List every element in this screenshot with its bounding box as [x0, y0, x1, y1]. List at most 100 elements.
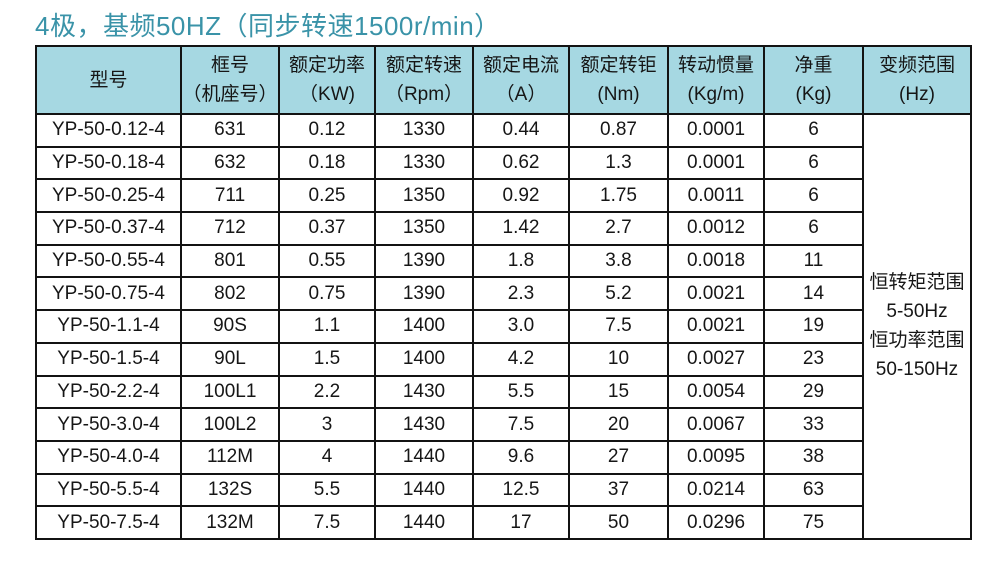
header-label: 转动惯量	[677, 55, 754, 76]
header-label: 额定转钜	[580, 55, 657, 76]
motor-spec-table: 型号 框号 （机座号） 额定功率 （KW) 额定转速 （Rpm） 额定电流	[35, 45, 972, 540]
page-title: 4极，基频50HZ（同步转速1500r/min）	[35, 11, 501, 41]
table-cell: YP-50-0.75-4	[35, 276, 182, 312]
table-cell: 1330	[374, 145, 474, 181]
table-row: YP-50-0.25-4 711 0.25 1350 0.92 1.75 0.0011 6	[35, 178, 971, 214]
table-cell: 1400	[374, 309, 474, 344]
table-cell: 3	[278, 407, 376, 442]
table-row: YP-50-0.12-4 631 0.12 1330 0.44 0.87 0.0001 6 恒转…	[35, 113, 972, 540]
table-cell: 63	[763, 472, 864, 508]
table-row: YP-50-7.5-4 132M 7.5 1440 17 50 0.0296 75	[35, 505, 971, 540]
table-cell: 4.2	[472, 341, 570, 377]
table-cell: YP-50-0.18-4	[35, 145, 182, 181]
table-row: YP-50-4.0-4 112M 4 1440 9.6 27 0.0095 38	[35, 439, 971, 475]
table-cell: 1.42	[472, 211, 570, 246]
table-cell: 132M	[180, 505, 280, 540]
header-unit: （KW)	[299, 84, 355, 105]
table-cell: YP-50-0.12-4	[35, 113, 182, 148]
table-cell: 23	[763, 341, 864, 377]
table-cell: 75	[763, 505, 864, 540]
table-cell: 5.5	[278, 472, 376, 508]
table-row: YP-50-0.55-4 801 0.55 1390 1.8 3.8 0.0018 11	[35, 243, 971, 279]
table-cell: 33	[763, 407, 864, 442]
table-cell: 0.0296	[667, 505, 765, 540]
table-cell: 1350	[374, 178, 474, 214]
table-row: YP-50-0.18-4 632 0.18 1330 0.62 1.3 0.0001 6	[35, 145, 971, 181]
table-cell: 0.0095	[667, 439, 765, 475]
table-cell: 15	[568, 374, 669, 410]
table-cell: 90L	[180, 341, 280, 377]
frequency-range-line: 5-50Hz	[886, 301, 948, 323]
table-cell: 0.75	[278, 276, 376, 312]
header-unit: （机座号）	[182, 84, 278, 105]
table-cell: YP-50-0.25-4	[35, 178, 182, 214]
table-cell: 9.6	[472, 439, 570, 475]
table-row: YP-50-5.5-4 132S 5.5 1440 12.5 37 0.0214 63	[35, 472, 971, 508]
table-cell: 0.37	[278, 211, 376, 246]
frequency-range-cell: 恒转矩范围 5-50Hz 恒功率范围 50-150Hz	[862, 113, 972, 540]
table-cell: YP-50-0.55-4	[35, 243, 182, 279]
table-cell: YP-50-4.0-4	[35, 439, 182, 475]
header-inertia: 转动惯量 (Kg/m)	[667, 45, 765, 115]
table-cell: 100L2	[180, 407, 280, 442]
table-cell: 0.62	[472, 145, 570, 181]
table-cell: 0.0001	[667, 145, 765, 181]
table-cell: 100L1	[180, 374, 280, 410]
table-cell: 3.0	[472, 309, 570, 344]
header-label: 型号	[89, 69, 128, 91]
table-cell: 0.0012	[667, 211, 765, 246]
table-cell: 50	[568, 505, 669, 540]
header-frame: 框号 （机座号）	[180, 45, 280, 115]
header-rated-power: 额定功率 （KW)	[278, 45, 376, 115]
header-label: 额定转速	[385, 55, 462, 76]
frequency-range-line: 恒转矩范围	[869, 272, 965, 294]
table-cell: YP-50-1.1-4	[35, 309, 182, 344]
table-cell: 6	[763, 145, 864, 181]
header-unit: （Rpm）	[384, 84, 464, 105]
table-cell: 29	[763, 374, 864, 410]
table-cell: YP-50-5.5-4	[35, 472, 182, 508]
table-cell: 1.1	[278, 309, 376, 344]
table-row: YP-50-0.75-4 802 0.75 1390 2.3 5.2 0.0021 14	[35, 276, 971, 312]
table-cell: 38	[763, 439, 864, 475]
header-net-weight: 净重 (Kg)	[763, 45, 864, 115]
table-cell: 1430	[374, 374, 474, 410]
table-cell: 7.5	[278, 505, 376, 540]
table-cell: 802	[180, 276, 280, 312]
table-cell: 0.0027	[667, 341, 765, 377]
table-cell: 801	[180, 243, 280, 279]
table-cell: 7.5	[472, 407, 570, 442]
table-cell: 6	[763, 178, 864, 214]
table-cell: YP-50-2.2-4	[35, 374, 182, 410]
table-cell: 11	[763, 243, 864, 279]
table-cell: 0.18	[278, 145, 376, 181]
table-cell: 112M	[180, 439, 280, 475]
table-cell: 37	[568, 472, 669, 508]
table-cell: 6	[763, 113, 864, 148]
header-frequency-range: 变频范围 (Hz)	[862, 45, 972, 115]
header-rated-speed: 额定转速 （Rpm）	[374, 45, 474, 115]
table-cell: 2.7	[568, 211, 669, 246]
table-cell: 0.25	[278, 178, 376, 214]
header-label: 变频范围	[878, 55, 955, 76]
table-cell: YP-50-3.0-4	[35, 407, 182, 442]
table-cell: YP-50-7.5-4	[35, 505, 182, 540]
table-cell: 2.2	[278, 374, 376, 410]
table-cell: 6	[763, 211, 864, 246]
table-cell: 3.8	[568, 243, 669, 279]
table-row: YP-50-0.37-4 712 0.37 1350 1.42 2.7 0.0012 6	[35, 211, 971, 246]
table-cell: 1330	[374, 113, 474, 148]
table-cell: YP-50-1.5-4	[35, 341, 182, 377]
table-cell: 90S	[180, 309, 280, 344]
table-cell: 1430	[374, 407, 474, 442]
table-cell: 7.5	[568, 309, 669, 344]
table-cell: 1400	[374, 341, 474, 377]
table-row: YP-50-1.5-4 90L 1.5 1400 4.2 10 0.0027 23	[35, 341, 971, 377]
table-cell: 0.92	[472, 178, 570, 214]
header-model: 型号	[35, 45, 182, 115]
table-cell: 712	[180, 211, 280, 246]
table-cell: 632	[180, 145, 280, 181]
table-cell: 0.0021	[667, 309, 765, 344]
table-cell: 17	[472, 505, 570, 540]
